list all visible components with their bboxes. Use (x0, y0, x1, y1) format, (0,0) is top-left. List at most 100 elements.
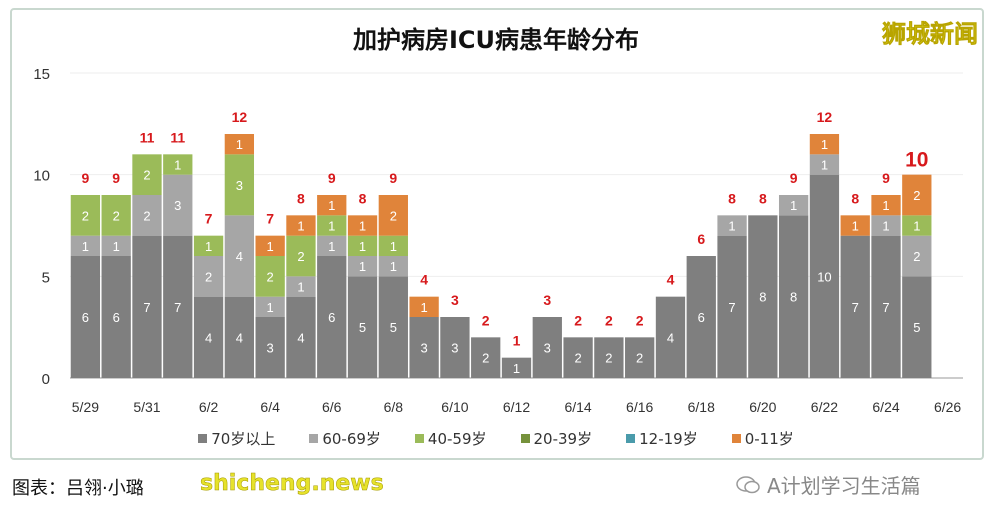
bar-segment (871, 195, 901, 216)
total-label: 2 (605, 312, 613, 328)
bar-segment (70, 195, 101, 236)
bar-segment (347, 235, 378, 256)
segment-label: 2 (205, 269, 212, 284)
x-tick-label: 6/26 (934, 399, 961, 415)
segment-label: 7 (143, 300, 150, 315)
total-label: 9 (328, 170, 336, 186)
bar-segment (409, 296, 439, 317)
segment-label: 1 (359, 259, 366, 274)
wechat-account-name: A计划学习生活篇 (767, 474, 921, 498)
segment-label: 1 (328, 219, 335, 234)
x-tick-label: 6/20 (749, 399, 776, 415)
bar-segment (163, 235, 193, 378)
segment-label: 7 (852, 300, 859, 315)
segment-label: 2 (913, 188, 920, 203)
legend-item: 60-69岁 (309, 428, 381, 449)
bar-segment (286, 235, 316, 277)
bar-segment (655, 296, 686, 378)
total-label: 12 (232, 109, 248, 125)
bar-segment (317, 256, 347, 378)
bar-segment (317, 235, 347, 256)
x-tick-label: 6/18 (688, 399, 715, 415)
segment-label: 1 (297, 280, 304, 295)
bar-segment (286, 276, 316, 297)
segment-label: 6 (82, 310, 89, 325)
segment-label: 1 (267, 239, 274, 254)
segment-label: 2 (143, 168, 150, 183)
bar-segment (101, 256, 131, 378)
bar-segment (101, 235, 131, 256)
bar-segment (347, 215, 378, 236)
segment-label: 1 (205, 239, 212, 254)
bar-segment (224, 215, 255, 297)
x-tick-label: 5/31 (133, 399, 160, 415)
y-tick-label: 0 (42, 371, 50, 388)
segment-label: 2 (113, 208, 120, 223)
segment-label: 1 (236, 137, 243, 152)
total-label: 12 (817, 109, 833, 125)
total-label: 2 (636, 312, 644, 328)
segment-label: 2 (267, 269, 274, 284)
x-tick-label: 6/16 (626, 399, 653, 415)
legend-label: 40-59岁 (427, 430, 487, 448)
bar-segment (193, 296, 224, 378)
total-label: 6 (697, 231, 705, 247)
bar-segment (255, 235, 285, 256)
x-tick-label: 6/6 (322, 399, 342, 415)
total-label: 7 (205, 211, 213, 227)
segment-label: 2 (605, 351, 612, 366)
bar-segment (809, 154, 840, 175)
bar-segment (717, 235, 747, 378)
x-tick-label: 5/29 (72, 399, 99, 415)
total-label: 8 (851, 190, 859, 206)
x-tick-label: 6/2 (199, 399, 219, 415)
wechat-icon (736, 475, 760, 493)
bar-segment (686, 256, 716, 378)
bar-segment (778, 215, 809, 378)
segment-label: 1 (113, 239, 120, 254)
bar-segment (809, 134, 840, 155)
bar-segment (255, 256, 285, 297)
segment-label: 1 (359, 219, 366, 234)
bar-segment (224, 134, 255, 155)
segment-label: 2 (636, 351, 643, 366)
segment-label: 5 (913, 320, 920, 335)
segment-label: 3 (421, 341, 428, 356)
segment-label: 7 (728, 300, 735, 315)
segment-label: 6 (328, 310, 335, 325)
segment-label: 2 (82, 208, 89, 223)
y-tick-label: 15 (33, 66, 50, 83)
bar-segment (132, 235, 162, 378)
segment-label: 1 (421, 300, 428, 315)
segment-label: 4 (667, 330, 674, 345)
segment-label: 8 (759, 290, 766, 305)
wechat-account: A计划学习生活篇 (735, 470, 921, 499)
bar-segment (286, 215, 316, 236)
total-label: 9 (112, 170, 120, 186)
total-label: 11 (170, 129, 185, 145)
bar-segment (717, 215, 747, 236)
segment-label: 1 (267, 300, 274, 315)
total-label: 2 (574, 312, 582, 328)
segment-label: 1 (390, 239, 397, 254)
segment-label: 1 (913, 219, 920, 234)
segment-label: 1 (174, 158, 181, 173)
bar-segment (778, 195, 809, 216)
bar-segment (317, 215, 347, 236)
x-tick-label: 6/4 (260, 399, 280, 415)
x-tick-label: 6/22 (811, 399, 838, 415)
bar-segment (902, 276, 932, 378)
segment-label: 4 (297, 330, 304, 345)
legend-label: 12-19岁 (639, 430, 698, 448)
bar-segment (193, 235, 224, 256)
bar-segment (563, 337, 593, 378)
legend-item: 40-59岁 (414, 428, 487, 449)
legend-item: 70岁以上 (198, 428, 275, 449)
legend-label: 20-39岁 (533, 430, 593, 448)
segment-label: 1 (821, 158, 828, 173)
bar-segment (255, 317, 285, 378)
bar-segment (871, 215, 901, 236)
chart-frame (10, 8, 984, 460)
chart-credit: 图表：吕翎·小璐 (12, 478, 144, 499)
bar-segment (132, 195, 162, 236)
